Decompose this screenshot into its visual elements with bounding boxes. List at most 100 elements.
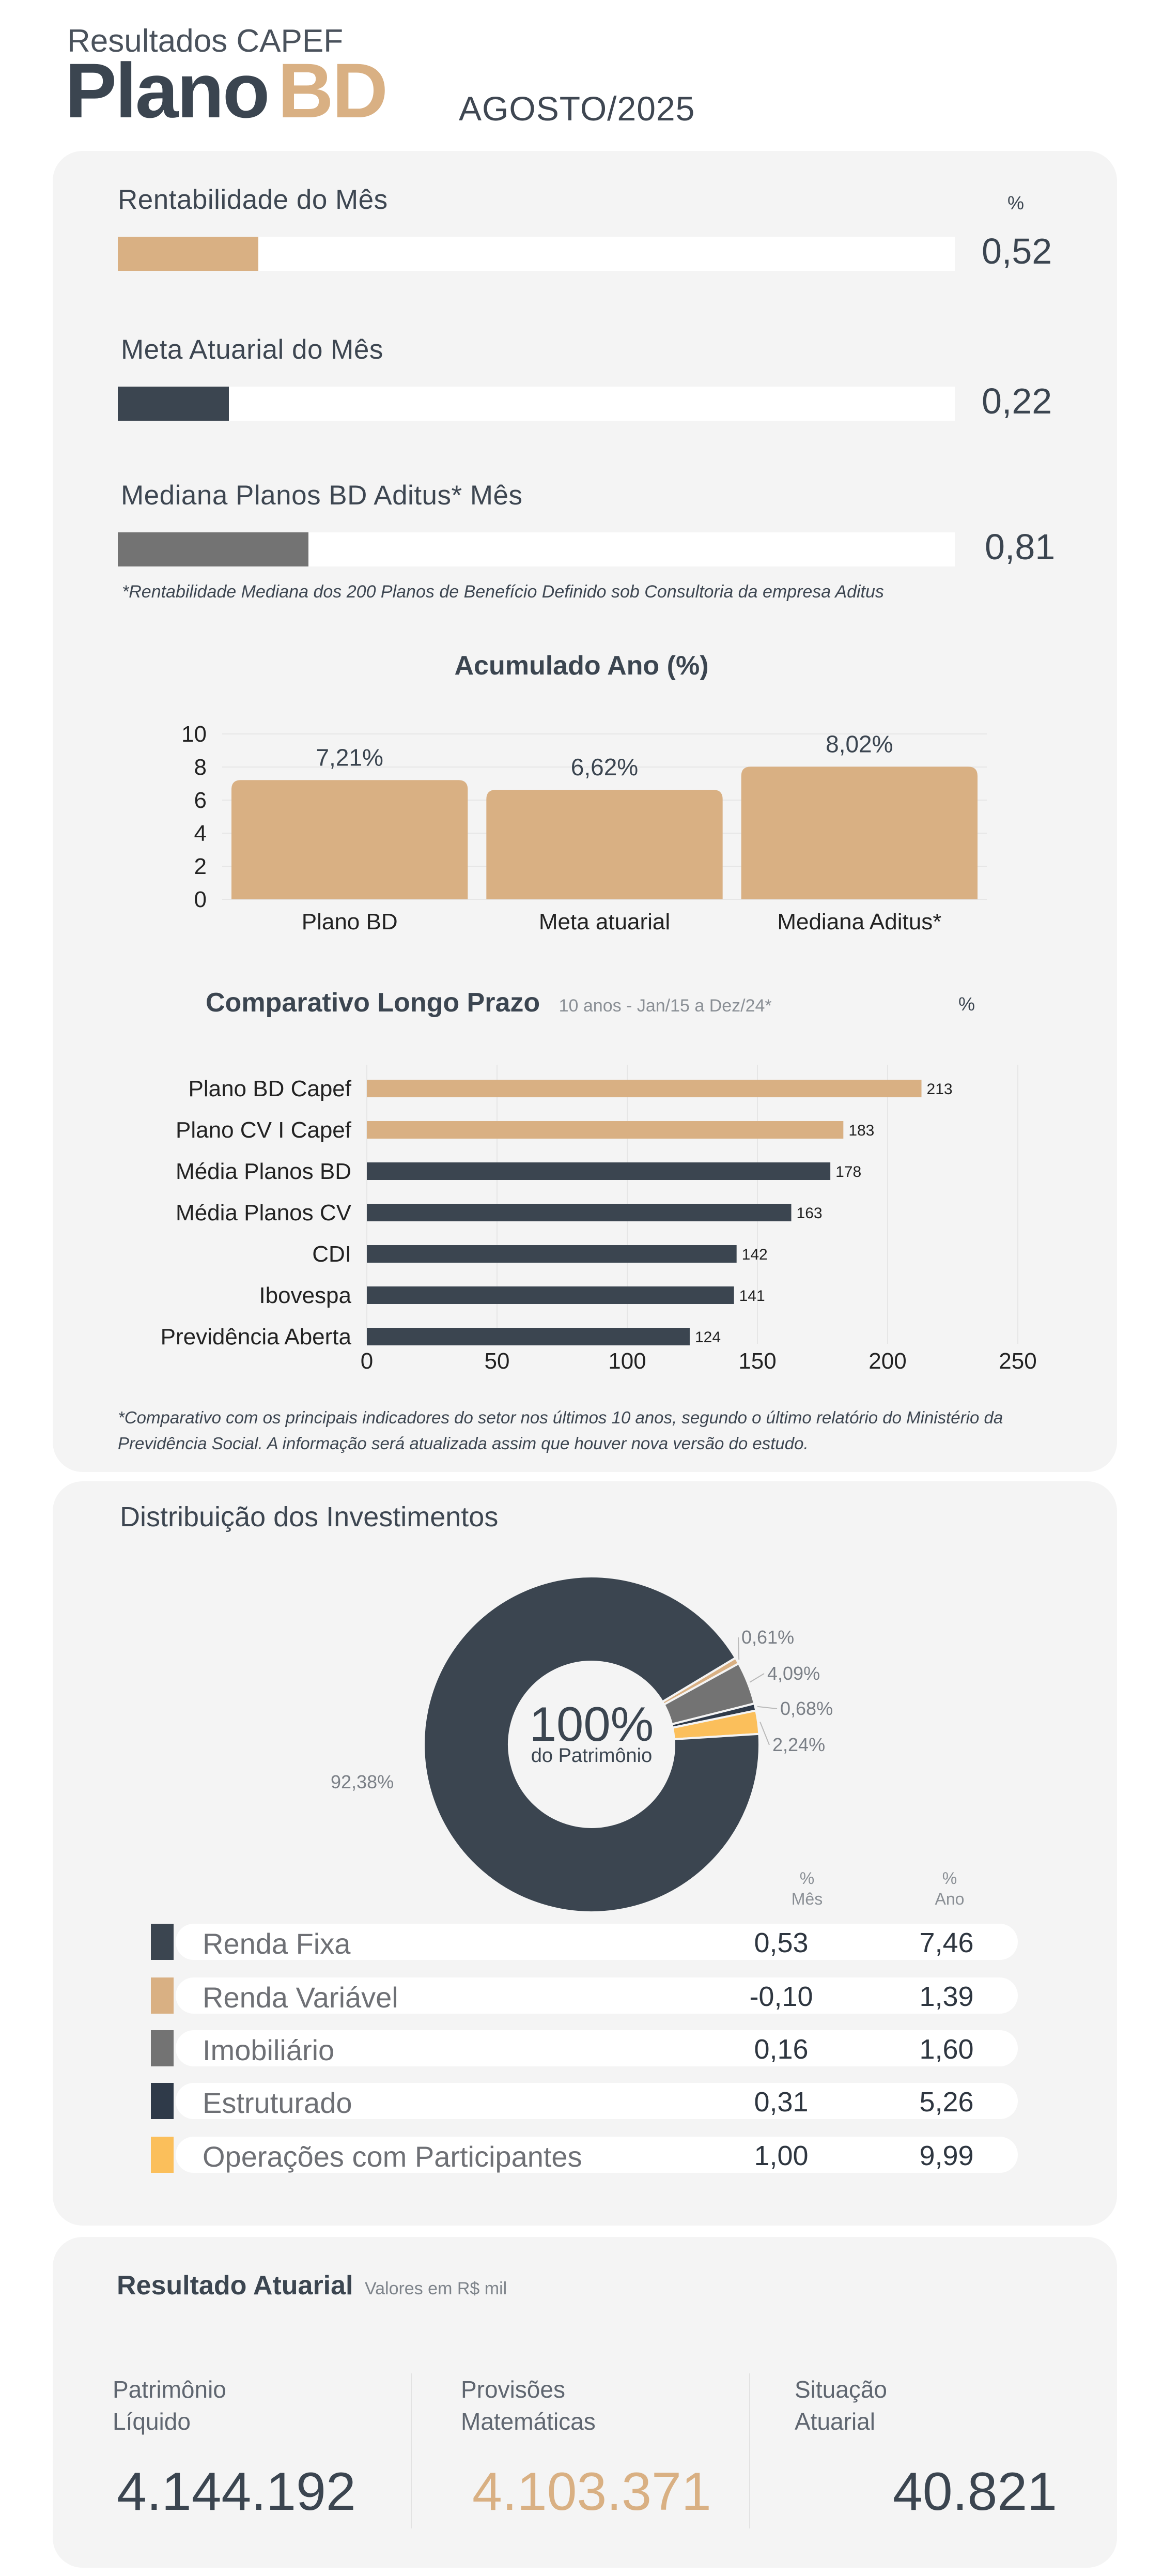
long-term-bar bbox=[367, 1245, 737, 1263]
long-term-category-label: Ibovespa bbox=[259, 1283, 351, 1308]
donut-leader-line bbox=[749, 1673, 765, 1683]
long-term-data-label: 183 bbox=[848, 1122, 874, 1139]
long-term-x-tick-label: 0 bbox=[361, 1348, 373, 1374]
long-term-bar bbox=[367, 1121, 844, 1139]
monthly-track-3 bbox=[118, 532, 955, 566]
long-term-data-label: 141 bbox=[739, 1287, 765, 1305]
ytd-bar bbox=[486, 790, 723, 899]
ytd-chart-title: Acumulado Ano (%) bbox=[454, 651, 709, 681]
actuarial-subtitle: Valores em R$ mil bbox=[364, 2279, 507, 2298]
ytd-bar bbox=[741, 766, 978, 899]
monthly-fill-1 bbox=[118, 237, 259, 271]
ytd-y-tick-label: 8 bbox=[194, 755, 207, 780]
ytd-bar-chart: 0 2 4 6 8 10 7,21% Plano BD 6,62% Meta atuarial 8,… bbox=[181, 722, 987, 934]
kpi-value-situacao: 40.821 bbox=[892, 2462, 1057, 2522]
legend-month-value: 0,53 bbox=[754, 1927, 809, 1958]
legend-year-value: 9,99 bbox=[919, 2140, 974, 2171]
long-term-category-label: Plano BD Capef bbox=[188, 1076, 351, 1101]
kpi-divider bbox=[411, 2373, 412, 2528]
long-term-data-label: 163 bbox=[797, 1205, 823, 1222]
long-term-bar bbox=[367, 1204, 792, 1221]
long-term-x-tick-label: 50 bbox=[485, 1348, 510, 1374]
legend-year-value: 5,26 bbox=[919, 2087, 974, 2118]
legend-row-estruturado: Estruturado 0,31 5,26 bbox=[151, 2083, 1019, 2119]
col-header-month: % Mês bbox=[755, 1868, 859, 1909]
legend-swatch bbox=[151, 1924, 174, 1960]
ytd-y-tick-label: 4 bbox=[194, 821, 207, 846]
legend-year-value: 7,46 bbox=[919, 1927, 974, 1958]
ytd-category-label: Mediana Aditus* bbox=[777, 909, 941, 934]
ytd-category-label: Plano BD bbox=[302, 909, 398, 934]
monthly-track-2 bbox=[118, 387, 955, 421]
ytd-y-tick-label: 10 bbox=[181, 722, 207, 747]
legend-year-value: 1,39 bbox=[919, 1981, 974, 2012]
legend-name: Operações com Participantes bbox=[203, 2140, 582, 2173]
monthly-label-2: Meta Atuarial do Mês bbox=[121, 334, 383, 365]
legend-swatch bbox=[151, 1977, 174, 2014]
legend-name: Renda Variável bbox=[203, 1981, 398, 2014]
legend-row-renda-fixa: Renda Fixa 0,53 7,46 bbox=[151, 1924, 1019, 1960]
monthly-footnote: *Rentabilidade Mediana dos 200 Planos de… bbox=[122, 582, 884, 602]
kpi-label-line: Líquido bbox=[113, 2408, 191, 2435]
monthly-value-2: 0,22 bbox=[982, 381, 1052, 421]
long-term-category-label: Previdência Aberta bbox=[161, 1324, 352, 1350]
monthly-fill-3 bbox=[118, 532, 309, 566]
long-term-unit: % bbox=[958, 993, 975, 1015]
legend-pill bbox=[176, 1924, 1018, 1960]
donut-leader-line bbox=[759, 1722, 770, 1745]
legend-pill bbox=[176, 2030, 1018, 2066]
long-term-x-tick-label: 100 bbox=[608, 1348, 646, 1374]
donut-leader-line bbox=[738, 1637, 740, 1660]
long-term-x-tick-label: 250 bbox=[999, 1348, 1036, 1374]
donut-slice bbox=[423, 1575, 761, 1912]
donut-data-label: 0,68% bbox=[780, 1698, 833, 1719]
long-term-data-label: 142 bbox=[742, 1246, 768, 1263]
long-term-x-tick-label: 200 bbox=[869, 1348, 906, 1374]
ytd-y-tick-label: 2 bbox=[194, 854, 207, 879]
legend-row-operacoes: Operações com Participantes 1,00 9,99 bbox=[151, 2137, 1019, 2173]
actuarial-title-row: Resultado Atuarial Valores em R$ mil bbox=[117, 2270, 507, 2301]
ytd-data-label: 7,21% bbox=[316, 744, 383, 771]
legend-month-value: -0,10 bbox=[749, 1981, 813, 2012]
legend-row-renda-variavel: Renda Variável -0,10 1,39 bbox=[151, 1977, 1019, 2014]
monthly-label-3: Mediana Planos BD Aditus* Mês bbox=[121, 480, 523, 511]
kpi-label-line: Patrimônio bbox=[113, 2376, 226, 2403]
monthly-value-3: 0,81 bbox=[985, 527, 1056, 567]
legend-year-value: 1,60 bbox=[919, 2034, 974, 2065]
ytd-data-label: 8,02% bbox=[826, 730, 893, 757]
monthly-label-1: Rentabilidade do Mês bbox=[118, 185, 388, 215]
report-period: AGOSTO/2025 bbox=[459, 89, 695, 128]
legend-pill bbox=[176, 2083, 1018, 2119]
kpi-value-provisoes: 4.103.371 bbox=[472, 2462, 711, 2522]
ytd-y-tick-label: 6 bbox=[194, 788, 207, 813]
ytd-y-tick-label: 0 bbox=[194, 887, 207, 912]
legend-swatch bbox=[151, 2030, 174, 2066]
kpi-label-provisoes: Provisões Matemáticas bbox=[461, 2373, 596, 2437]
monthly-track-1 bbox=[118, 237, 955, 271]
kpi-label-line: Provisões bbox=[461, 2376, 565, 2403]
monthly-unit: % bbox=[1007, 192, 1025, 213]
long-term-category-label: CDI bbox=[312, 1241, 351, 1267]
legend-swatch bbox=[151, 2083, 174, 2119]
long-term-title: Comparativo Longo Prazo bbox=[206, 988, 540, 1018]
monthly-fill-2 bbox=[118, 387, 229, 421]
col-header-month-label: Mês bbox=[791, 1890, 823, 1908]
long-term-title-row: Comparativo Longo Prazo 10 anos - Jan/15… bbox=[206, 987, 772, 1018]
legend-swatch bbox=[151, 2137, 174, 2173]
kpi-label-line: Matemáticas bbox=[461, 2408, 596, 2435]
page-title: Plano BD bbox=[65, 52, 388, 129]
col-header-month-unit: % bbox=[799, 1869, 815, 1888]
legend-pill bbox=[176, 2137, 1018, 2173]
long-term-subtitle: 10 anos - Jan/15 a Dez/24* bbox=[559, 996, 772, 1016]
donut-data-label: 2,24% bbox=[772, 1734, 825, 1755]
ytd-bar bbox=[231, 780, 468, 899]
donut-leader-line bbox=[757, 1706, 778, 1709]
donut-center-value: 100% bbox=[529, 1697, 654, 1751]
kpi-label-line: Situação bbox=[795, 2376, 888, 2403]
kpi-label-line: Atuarial bbox=[795, 2408, 875, 2435]
donut-center-label: do Patrimônio bbox=[531, 1745, 653, 1767]
distribution-title: Distribuição dos Investimentos bbox=[120, 1501, 499, 1532]
long-term-category-label: Média Planos BD bbox=[176, 1159, 351, 1184]
long-term-bar bbox=[367, 1286, 734, 1304]
kpi-label-situacao: Situação Atuarial bbox=[795, 2373, 887, 2437]
